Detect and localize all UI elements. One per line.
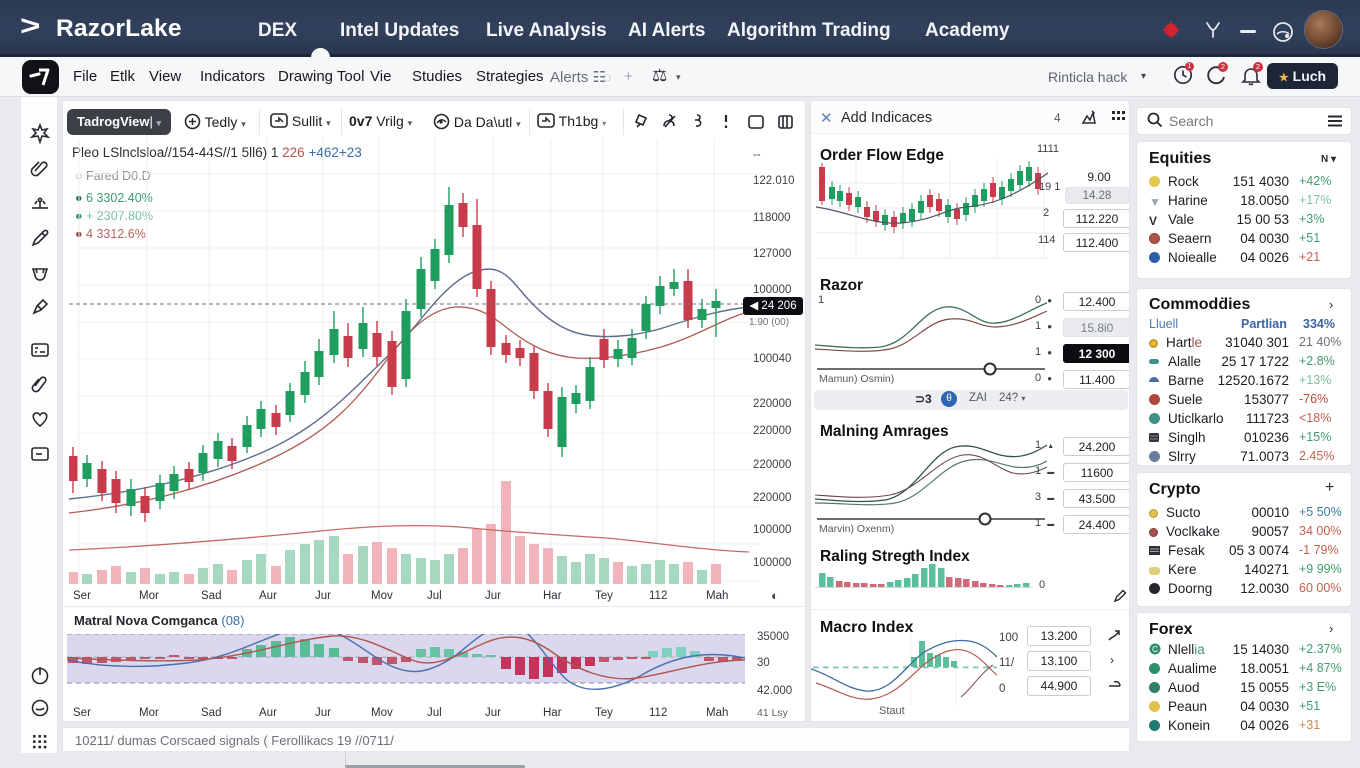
svg-text:C: C	[1152, 645, 1158, 654]
